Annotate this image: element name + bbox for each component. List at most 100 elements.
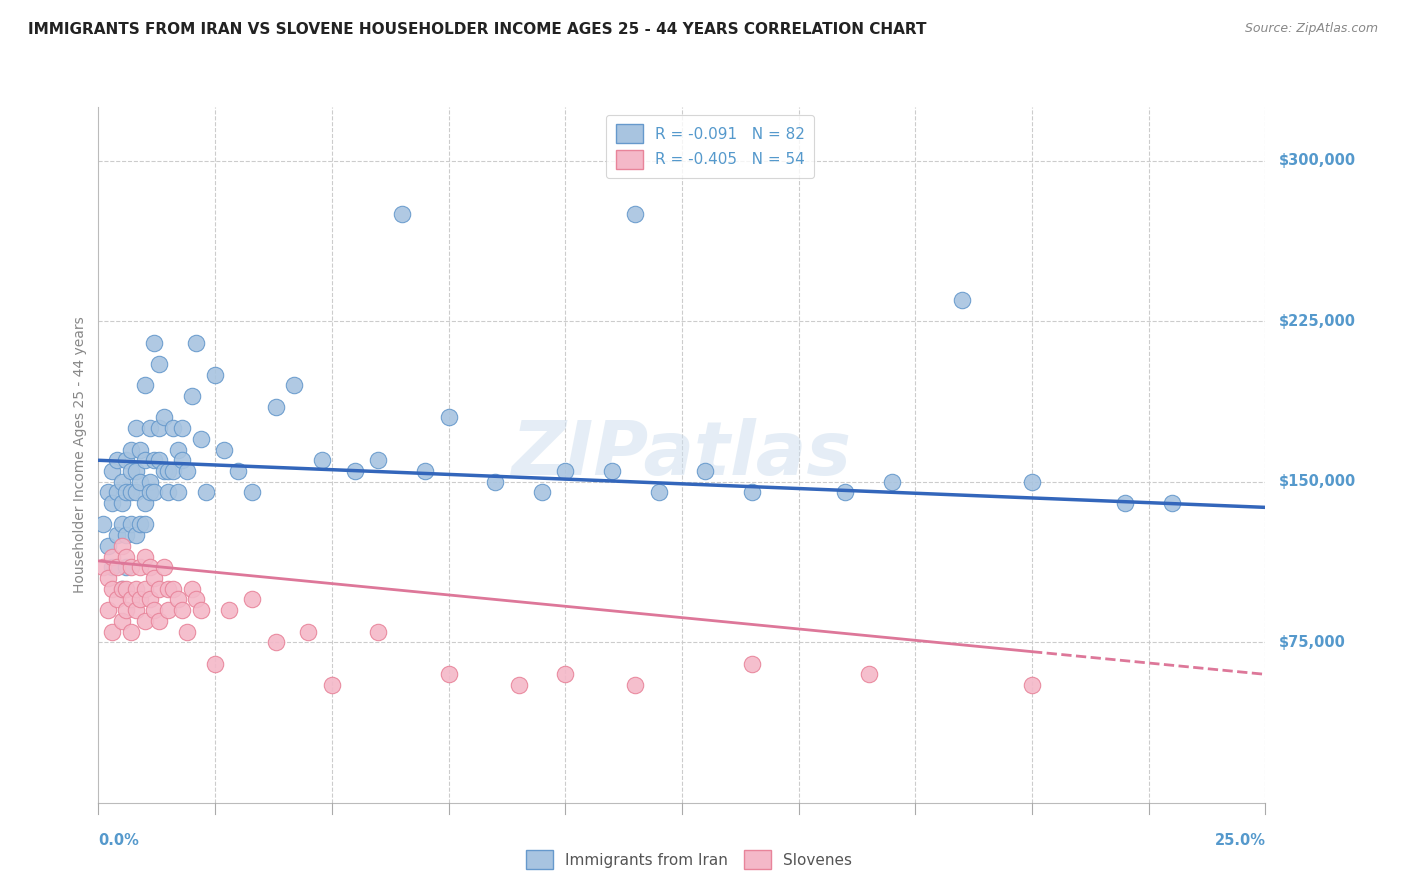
Point — [105, 485, 128, 500]
Point — [120, 442, 142, 457]
Point — [172, 421, 194, 435]
Text: $225,000: $225,000 — [1279, 314, 1357, 328]
Point — [367, 453, 389, 467]
Point — [858, 667, 880, 681]
Point — [190, 603, 212, 617]
Point — [115, 485, 138, 500]
Point — [134, 453, 156, 467]
Point — [134, 549, 156, 564]
Point — [554, 667, 576, 681]
Point — [180, 582, 202, 596]
Point — [344, 464, 367, 478]
Point — [695, 464, 717, 478]
Point — [391, 207, 413, 221]
Point — [115, 528, 138, 542]
Point — [134, 517, 156, 532]
Point — [105, 560, 128, 574]
Point — [162, 464, 184, 478]
Point — [180, 389, 202, 403]
Point — [413, 464, 436, 478]
Y-axis label: Householder Income Ages 25 - 44 years: Householder Income Ages 25 - 44 years — [73, 317, 87, 593]
Point — [120, 464, 142, 478]
Point — [111, 582, 134, 596]
Point — [129, 560, 152, 574]
Text: $150,000: $150,000 — [1279, 475, 1357, 489]
Point — [242, 485, 264, 500]
Point — [741, 485, 763, 500]
Point — [120, 560, 142, 574]
Point — [152, 464, 174, 478]
Point — [125, 464, 148, 478]
Point — [101, 496, 124, 510]
Point — [97, 539, 120, 553]
Point — [115, 549, 138, 564]
Point — [125, 603, 148, 617]
Point — [111, 475, 134, 489]
Point — [134, 496, 156, 510]
Point — [105, 453, 128, 467]
Point — [91, 517, 114, 532]
Point — [880, 475, 903, 489]
Point — [97, 485, 120, 500]
Point — [283, 378, 305, 392]
Point — [115, 560, 138, 574]
Point — [157, 485, 180, 500]
Point — [129, 517, 152, 532]
Point — [143, 603, 166, 617]
Point — [101, 560, 124, 574]
Point — [204, 368, 226, 382]
Point — [111, 582, 134, 596]
Point — [484, 475, 506, 489]
Point — [600, 464, 623, 478]
Point — [148, 357, 170, 371]
Point — [115, 582, 138, 596]
Point — [152, 560, 174, 574]
Point — [950, 293, 973, 307]
Text: 25.0%: 25.0% — [1215, 832, 1265, 847]
Point — [148, 582, 170, 596]
Point — [166, 442, 188, 457]
Point — [129, 475, 152, 489]
Point — [1161, 496, 1184, 510]
Point — [530, 485, 553, 500]
Point — [321, 678, 343, 692]
Point — [125, 528, 148, 542]
Point — [125, 421, 148, 435]
Text: Source: ZipAtlas.com: Source: ZipAtlas.com — [1244, 22, 1378, 36]
Point — [264, 635, 287, 649]
Point — [111, 614, 134, 628]
Point — [148, 453, 170, 467]
Point — [105, 592, 128, 607]
Point — [134, 582, 156, 596]
Point — [554, 464, 576, 478]
Point — [91, 560, 114, 574]
Text: IMMIGRANTS FROM IRAN VS SLOVENE HOUSEHOLDER INCOME AGES 25 - 44 YEARS CORRELATIO: IMMIGRANTS FROM IRAN VS SLOVENE HOUSEHOL… — [28, 22, 927, 37]
Point — [111, 496, 134, 510]
Point — [647, 485, 669, 500]
Point — [508, 678, 530, 692]
Point — [148, 421, 170, 435]
Point — [204, 657, 226, 671]
Point — [1114, 496, 1136, 510]
Text: ZIPatlas: ZIPatlas — [512, 418, 852, 491]
Legend: Immigrants from Iran, Slovenes: Immigrants from Iran, Slovenes — [520, 844, 858, 875]
Point — [120, 517, 142, 532]
Point — [115, 603, 138, 617]
Point — [834, 485, 856, 500]
Point — [143, 485, 166, 500]
Point — [105, 528, 128, 542]
Point — [139, 560, 162, 574]
Point — [111, 539, 134, 553]
Point — [97, 603, 120, 617]
Point — [139, 475, 162, 489]
Point — [186, 335, 208, 350]
Text: $300,000: $300,000 — [1279, 153, 1357, 168]
Point — [120, 624, 142, 639]
Point — [190, 432, 212, 446]
Point — [176, 464, 198, 478]
Point — [311, 453, 333, 467]
Text: 0.0%: 0.0% — [98, 832, 139, 847]
Legend: R = -0.091   N = 82, R = -0.405   N = 54: R = -0.091 N = 82, R = -0.405 N = 54 — [606, 115, 814, 178]
Point — [101, 582, 124, 596]
Point — [157, 603, 180, 617]
